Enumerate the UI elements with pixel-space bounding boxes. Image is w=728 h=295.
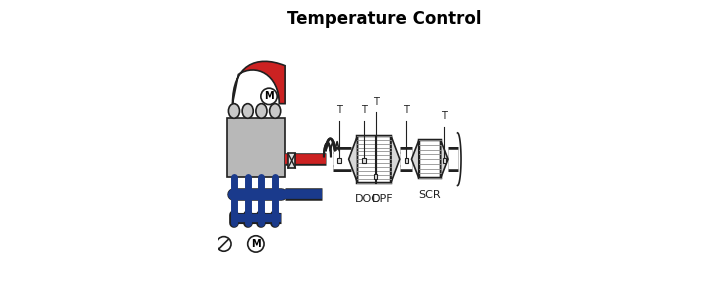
Bar <box>405 158 408 163</box>
Bar <box>363 158 365 163</box>
Text: SCR: SCR <box>419 190 441 200</box>
Text: T: T <box>403 105 409 115</box>
Ellipse shape <box>229 104 240 118</box>
Text: Temperature Control: Temperature Control <box>288 10 482 28</box>
Text: T: T <box>361 105 367 115</box>
FancyBboxPatch shape <box>226 118 285 177</box>
Polygon shape <box>349 136 357 183</box>
Polygon shape <box>411 140 419 178</box>
Text: T: T <box>336 105 342 115</box>
Bar <box>374 174 377 179</box>
PathPatch shape <box>232 61 285 104</box>
Ellipse shape <box>256 104 267 118</box>
Ellipse shape <box>242 104 253 118</box>
Text: M: M <box>251 239 261 249</box>
Circle shape <box>261 88 277 104</box>
Polygon shape <box>391 136 400 183</box>
Ellipse shape <box>269 104 281 118</box>
Polygon shape <box>440 140 448 178</box>
Text: T: T <box>441 111 447 121</box>
Bar <box>337 158 341 163</box>
Text: DPF: DPF <box>372 194 394 204</box>
Text: M: M <box>264 91 274 101</box>
Bar <box>443 158 446 163</box>
Bar <box>288 153 296 168</box>
Bar <box>419 140 440 178</box>
Text: T: T <box>373 96 379 106</box>
Text: DOC: DOC <box>355 194 379 204</box>
Bar <box>357 136 391 183</box>
Circle shape <box>216 237 231 251</box>
Circle shape <box>248 236 264 252</box>
